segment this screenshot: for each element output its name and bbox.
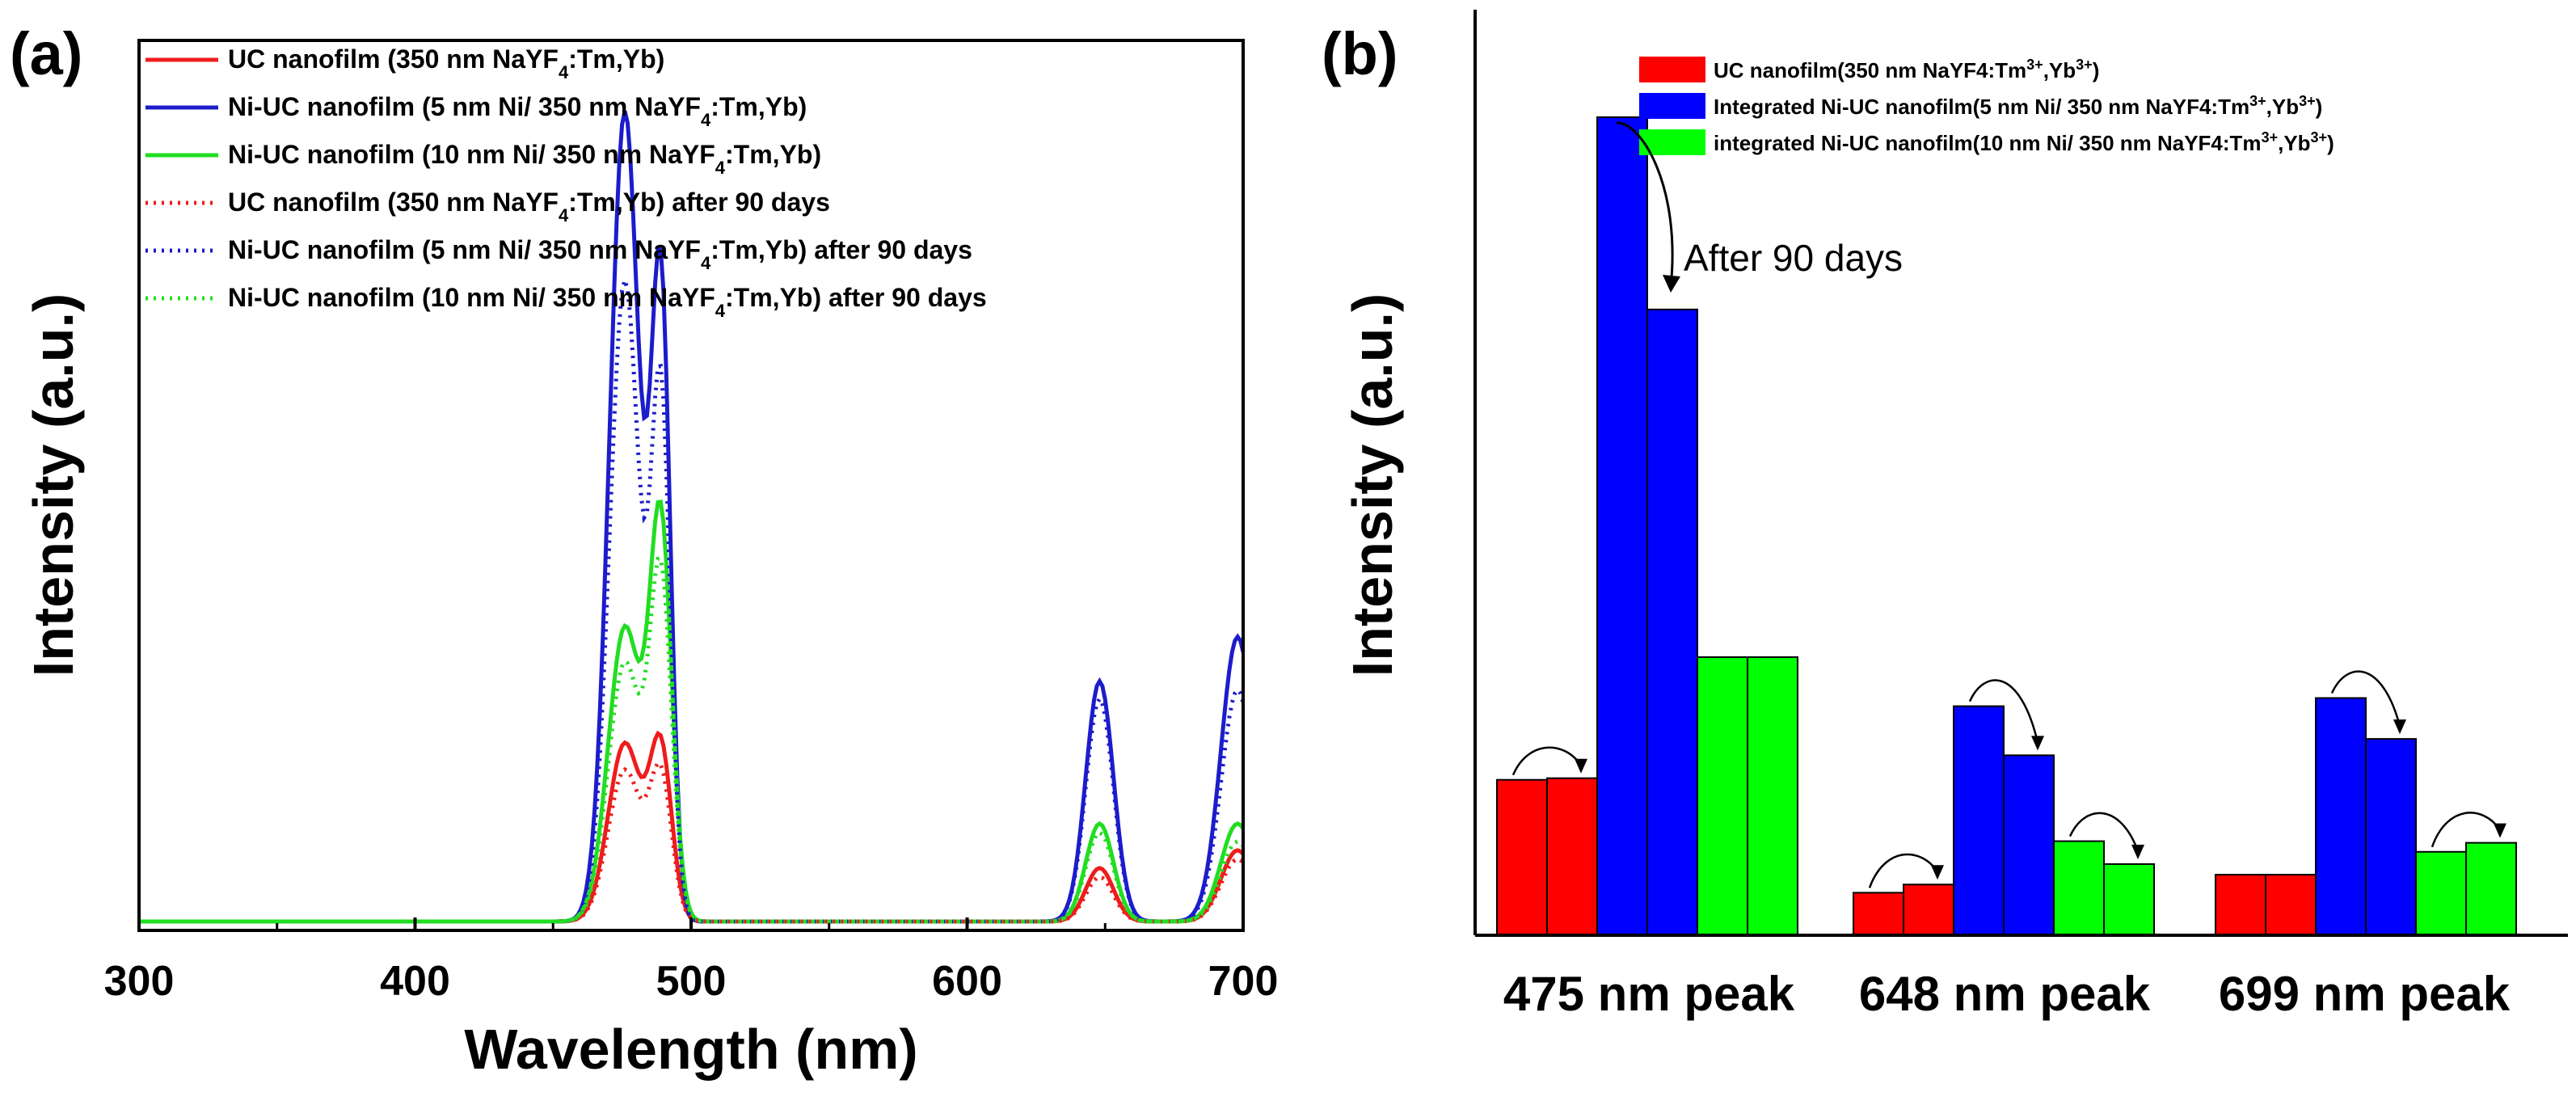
bar-after-90-days (2465, 841, 2517, 937)
panel-b-category-labels: 475 nm peak 648 nm peak 699 nm peak (1503, 967, 2511, 1021)
legend-entry-6: Ni-UC nanofilm (10 nm Ni/ 350 nm NaYF4:T… (228, 283, 987, 321)
bar-after-90-days (2365, 738, 2417, 936)
legend-entry-4: UC nanofilm (350 nm NaYF4:Tm,Yb) after 9… (228, 188, 830, 226)
bar-after-90-days (2103, 862, 2155, 937)
change-arrowhead (2031, 736, 2044, 751)
bar-after-90-days (2003, 754, 2055, 936)
x-tick-label: 400 (380, 958, 450, 1005)
legend-swatch (1639, 93, 1705, 119)
bar-initial (2053, 840, 2105, 936)
legend-swatch (1639, 57, 1705, 82)
bar-initial (2415, 850, 2467, 936)
legend-entry-2: Ni-UC nanofilm (5 nm Ni/ 350 nm NaYF4:Tm… (228, 92, 807, 130)
bar-after-90-days (1646, 308, 1698, 936)
bar-after-90-days (1903, 884, 1954, 936)
panel-a-frame (137, 39, 1245, 932)
series-line-5 (139, 272, 1246, 924)
category-label: 648 nm peak (1859, 967, 2151, 1021)
panel-b: (b) Intensity (a.u.) 475 nm peak 648 nm p… (1322, 10, 2568, 1021)
change-arrow (1511, 746, 1583, 776)
bar-initial (1853, 892, 1904, 936)
change-arrow (2068, 812, 2140, 852)
change-arrow (1968, 679, 2039, 743)
panel-b-arrows-group (1511, 670, 2506, 888)
x-tick-label: 700 (1208, 958, 1279, 1005)
after-90-days-arrowhead (1663, 275, 1680, 293)
panel-a-series-group (139, 110, 1246, 924)
panel-a-x-axis-title: Wavelength (nm) (464, 1018, 917, 1081)
legend-entry-2: Integrated Ni-UC nanofilm(5 nm Ni/ 350 n… (1714, 93, 2322, 119)
after-90-days-annotation: After 90 days (1684, 237, 1903, 279)
change-arrowhead (2131, 844, 2144, 859)
legend-entry-3: Ni-UC nanofilm (10 nm Ni/ 350 nm NaYF4:T… (228, 140, 821, 178)
bar-after-90-days (2265, 874, 2317, 937)
category-label: 475 nm peak (1503, 967, 1795, 1021)
change-arrow (2431, 812, 2502, 848)
panel-a-y-axis-title: Intensity (a.u.) (22, 293, 85, 677)
panel-a-legend: UC nanofilm (350 nm NaYF4:Tm,Yb) Ni-UC na… (145, 44, 987, 321)
change-arrow (2330, 670, 2401, 727)
x-tick-label: 500 (656, 958, 727, 1005)
panel-a: (a) 300 400 500 600 700 Wavelength (nm) Inte… (10, 20, 1278, 1081)
bar-after-90-days (1546, 777, 1598, 936)
bar-initial (2215, 874, 2266, 937)
panel-a-label: (a) (10, 20, 82, 87)
after-90-days-arrow (1616, 121, 1674, 288)
change-arrow (1868, 853, 1939, 888)
change-arrowhead (2494, 823, 2506, 838)
legend-entry-5: Ni-UC nanofilm (5 nm Ni/ 350 nm NaYF4:Tm… (228, 235, 972, 273)
change-arrowhead (1931, 865, 1944, 880)
x-tick-label: 300 (104, 958, 175, 1005)
legend-entry-3: integrated Ni-UC nanofilm(10 nm Ni/ 350 … (1714, 129, 2334, 155)
change-arrowhead (1575, 758, 1587, 774)
change-arrowhead (2393, 719, 2406, 735)
bar-initial (1697, 656, 1748, 936)
panel-b-label: (b) (1322, 20, 1398, 87)
bar-initial (1596, 116, 1648, 936)
bar-initial (1953, 705, 2005, 936)
bar-after-90-days (1747, 656, 1798, 936)
legend-entry-1: UC nanofilm (350 nm NaYF4:Tm,Yb) (228, 44, 664, 82)
panel-b-y-axis-title: Intensity (a.u.) (1341, 293, 1404, 677)
bar-initial (1496, 778, 1548, 936)
category-label: 699 nm peak (2219, 967, 2511, 1021)
bar-initial (2315, 697, 2367, 937)
legend-entry-1: UC nanofilm(350 nm NaYF4:Tm3+,Yb3+) (1714, 57, 2099, 82)
panel-b-legend: UC nanofilm(350 nm NaYF4:Tm3+,Yb3+) Integ… (1639, 57, 2334, 155)
x-tick-label: 600 (932, 958, 1002, 1005)
panel-b-bars-group (1496, 116, 2517, 937)
series-line-2 (139, 110, 1246, 924)
